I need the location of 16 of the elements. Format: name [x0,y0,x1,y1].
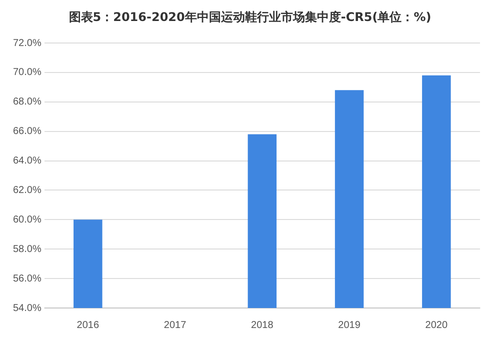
y-tick-label: 70.0% [12,67,42,78]
y-tick-label: 58.0% [12,244,42,255]
x-tick-label: 2016 [76,320,100,331]
y-tick-label: 68.0% [12,96,42,108]
chart-title: 图表5：2016-2020年中国运动鞋行业市场集中度-CR5(单位：%) [68,9,432,26]
x-tick-label: 2019 [338,320,361,331]
y-tick-label: 64.0% [12,156,42,167]
y-tick-label: 56.0% [12,273,42,284]
y-tick-label: 62.0% [12,184,42,196]
y-tick-label: 72.0% [12,38,42,49]
x-tick-label: 2018 [251,320,274,331]
y-tick-label: 66.0% [12,126,42,138]
x-tick-label: 2017 [164,320,187,331]
y-tick-label: 60.0% [12,214,42,226]
y-tick-label: 54.0% [12,302,42,314]
x-tick-label: 2020 [425,320,448,331]
